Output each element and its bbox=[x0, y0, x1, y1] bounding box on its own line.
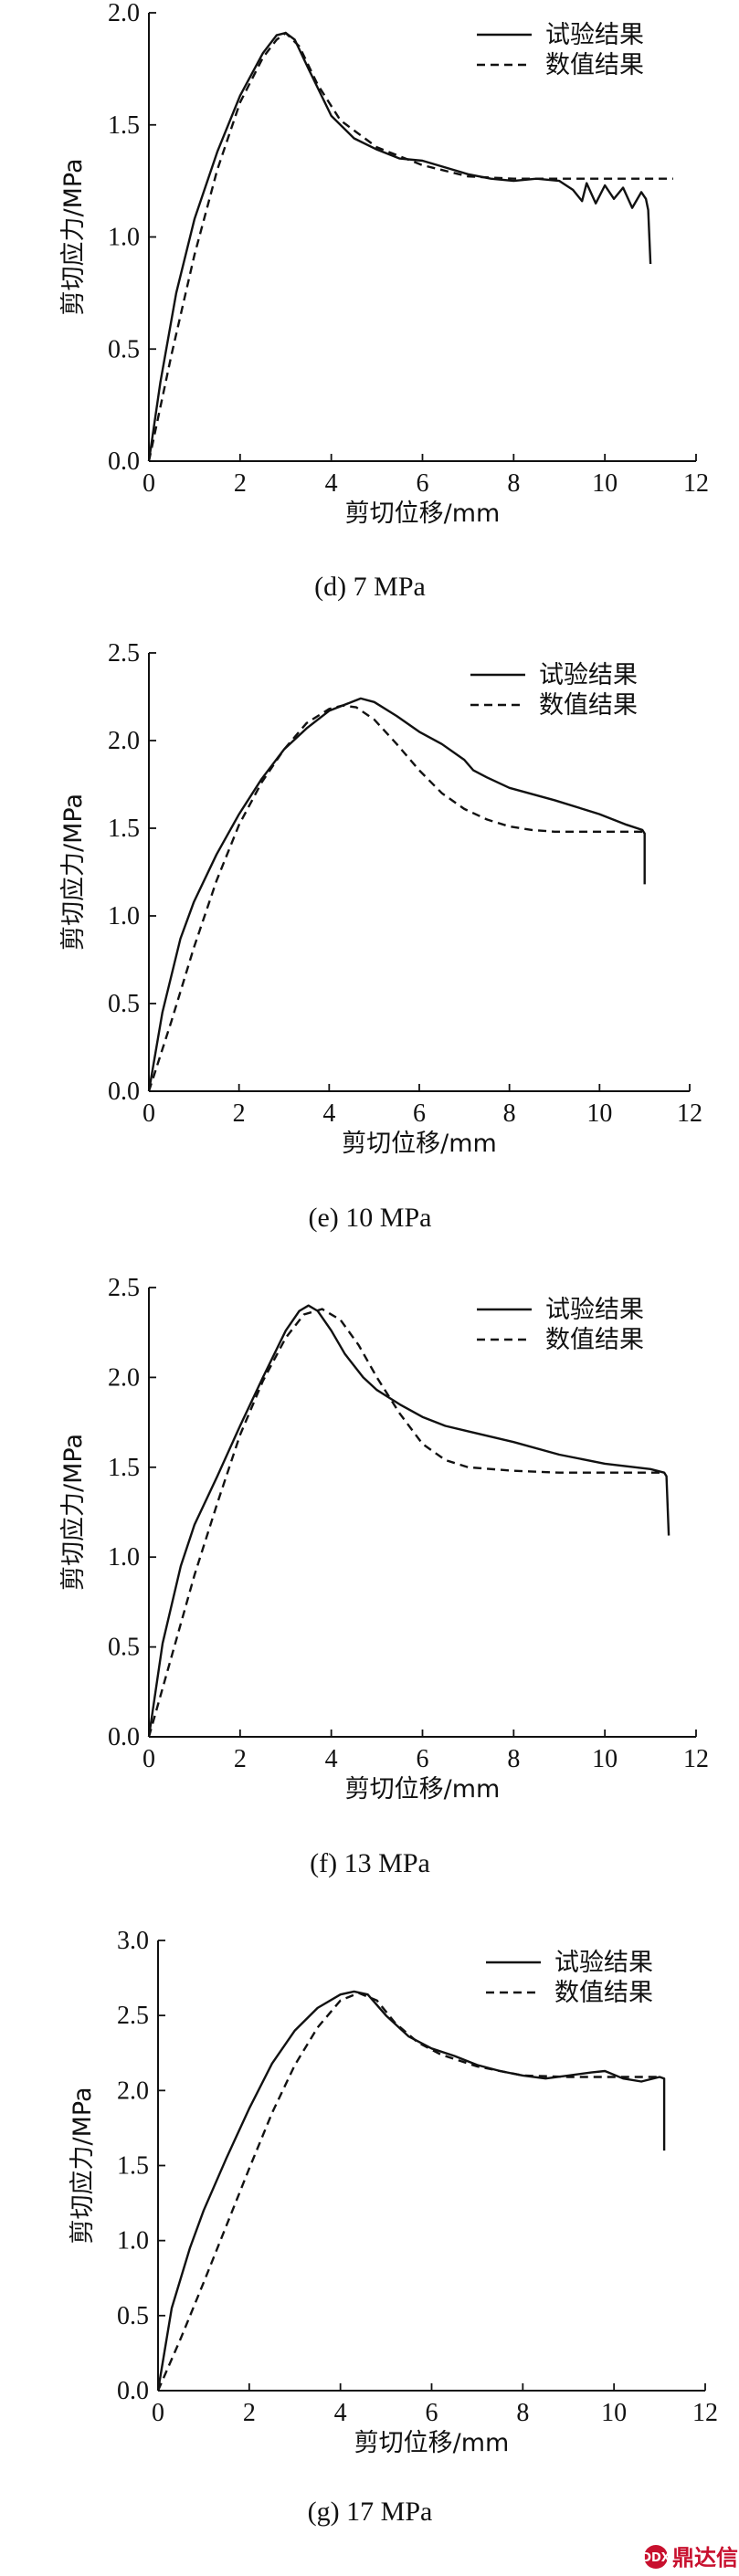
x-tick-label: 10 bbox=[592, 469, 618, 498]
y-tick-label: 2.0 bbox=[117, 2077, 149, 2105]
y-tick-label: 0.5 bbox=[108, 335, 140, 363]
x-tick-label: 6 bbox=[413, 1099, 426, 1128]
x-tick-label: 2 bbox=[234, 1745, 247, 1773]
x-tick-label: 12 bbox=[683, 1745, 709, 1773]
legend-label: 数值结果 bbox=[539, 691, 638, 720]
y-tick-label: 3.0 bbox=[117, 1927, 149, 1955]
y-tick-label: 1.5 bbox=[108, 1454, 140, 1482]
chart-panels: 0 2 4 6 8 10 12 0.0 0.5 1.0 1.5 2.0 剪切位移/mm 剪切应力/MPa 试… bbox=[59, 0, 718, 2527]
figure-caption: (d) 7 MPa bbox=[314, 572, 426, 602]
legend-label: 试验结果 bbox=[545, 1296, 644, 1324]
series-line-experimental bbox=[147, 31, 652, 462]
x-tick-label: 2 bbox=[243, 2399, 256, 2427]
y-axis-title: 剪切应力/MPa bbox=[59, 158, 88, 315]
x-tick-label: 10 bbox=[586, 1099, 612, 1128]
legend-label: 数值结果 bbox=[545, 51, 644, 79]
x-axis-title: 剪切位移/mm bbox=[354, 2429, 510, 2457]
chart-panel-0: 0 2 4 6 8 10 12 0.0 0.5 1.0 1.5 2.0 剪切位移/mm 剪切应力/MPa 试… bbox=[59, 0, 709, 602]
x-tick-label: 2 bbox=[233, 1099, 246, 1128]
y-tick-label: 1.5 bbox=[108, 111, 140, 140]
series-line-numerical bbox=[147, 1308, 665, 1738]
watermark-text: 鼎达信 bbox=[672, 2545, 738, 2571]
x-tick-label: 0 bbox=[143, 469, 155, 498]
x-tick-label: 4 bbox=[325, 1745, 338, 1773]
y-tick-label: 1.0 bbox=[108, 902, 140, 931]
x-axis-title: 剪切位移/mm bbox=[345, 1775, 501, 1803]
x-tick-label: 6 bbox=[426, 2399, 438, 2427]
y-tick-label: 1.0 bbox=[117, 2227, 149, 2255]
series-line-numerical bbox=[147, 31, 673, 462]
y-axis-title: 剪切应力/MPa bbox=[59, 1434, 88, 1591]
watermark-logo-mark: DDX bbox=[641, 2551, 670, 2565]
watermark: DDX 鼎达信 bbox=[641, 2545, 738, 2571]
legend-label: 数值结果 bbox=[545, 1326, 644, 1354]
x-tick-label: 4 bbox=[334, 2399, 347, 2427]
y-tick-label: 0.0 bbox=[108, 447, 140, 476]
y-tick-label: 0.5 bbox=[108, 990, 140, 1018]
legend-label: 试验结果 bbox=[539, 661, 638, 689]
watermark-logo-icon bbox=[644, 2545, 668, 2569]
x-tick-label: 12 bbox=[692, 2399, 718, 2427]
y-tick-label: 2.0 bbox=[108, 1363, 140, 1392]
y-axis-title: 剪切应力/MPa bbox=[59, 794, 88, 951]
y-tick-label: 1.0 bbox=[108, 224, 140, 252]
x-tick-label: 8 bbox=[507, 469, 520, 498]
series-line-numerical bbox=[156, 1992, 660, 2392]
y-tick-label: 0.0 bbox=[108, 1078, 140, 1106]
legend-label: 试验结果 bbox=[554, 1949, 653, 1977]
x-tick-label: 8 bbox=[503, 1099, 516, 1128]
series-line-experimental bbox=[156, 1990, 666, 2392]
y-tick-label: 0.5 bbox=[117, 2302, 149, 2330]
x-tick-label: 0 bbox=[143, 1745, 155, 1773]
y-tick-label: 0.0 bbox=[108, 1723, 140, 1751]
series-line-numerical bbox=[147, 704, 645, 1092]
x-tick-label: 12 bbox=[677, 1099, 702, 1128]
x-tick-label: 8 bbox=[507, 1745, 520, 1773]
x-tick-label: 10 bbox=[592, 1745, 618, 1773]
figure-caption: (f) 13 MPa bbox=[310, 1848, 430, 1878]
y-axis-title: 剪切应力/MPa bbox=[69, 2087, 97, 2244]
y-tick-label: 2.5 bbox=[108, 639, 140, 668]
chart-panel-3: 0 2 4 6 8 10 12 0.0 0.5 1.0 1.5 2.0 2.5 3.0 剪切位移/mm 剪切应… bbox=[69, 1927, 718, 2527]
x-tick-label: 6 bbox=[417, 1745, 429, 1773]
figure-caption: (e) 10 MPa bbox=[309, 1203, 432, 1233]
series-line-experimental bbox=[147, 1304, 670, 1738]
y-tick-label: 2.0 bbox=[108, 0, 140, 27]
x-tick-label: 0 bbox=[152, 2399, 164, 2427]
legend-label: 数值结果 bbox=[554, 1979, 653, 2007]
figure-caption: (g) 17 MPa bbox=[308, 2497, 433, 2527]
y-tick-label: 2.5 bbox=[108, 1274, 140, 1302]
y-tick-label: 2.0 bbox=[108, 727, 140, 755]
x-tick-label: 10 bbox=[601, 2399, 627, 2427]
x-tick-label: 12 bbox=[683, 469, 709, 498]
x-tick-label: 4 bbox=[322, 1099, 335, 1128]
x-tick-label: 6 bbox=[417, 469, 429, 498]
y-tick-label: 0.5 bbox=[108, 1634, 140, 1662]
x-tick-label: 0 bbox=[143, 1099, 155, 1128]
y-tick-label: 1.5 bbox=[108, 815, 140, 843]
series-line-experimental bbox=[147, 697, 646, 1092]
x-tick-label: 4 bbox=[325, 469, 338, 498]
x-tick-label: 2 bbox=[234, 469, 247, 498]
y-tick-label: 1.5 bbox=[117, 2152, 149, 2181]
legend-label: 试验结果 bbox=[545, 21, 644, 49]
x-axis-title: 剪切位移/mm bbox=[342, 1130, 497, 1158]
y-tick-label: 0.0 bbox=[117, 2377, 149, 2405]
x-axis-title: 剪切位移/mm bbox=[345, 499, 501, 528]
y-tick-label: 1.0 bbox=[108, 1543, 140, 1572]
chart-panel-2: 0 2 4 6 8 10 12 0.0 0.5 1.0 1.5 2.0 2.5 剪切位移/mm 剪切应力/M… bbox=[59, 1274, 709, 1878]
chart-panel-1: 0 2 4 6 8 10 12 0.0 0.5 1.0 1.5 2.0 2.5 剪切位移/mm 剪切应力/M… bbox=[59, 639, 702, 1233]
x-tick-label: 8 bbox=[516, 2399, 529, 2427]
y-tick-label: 2.5 bbox=[117, 2002, 149, 2030]
